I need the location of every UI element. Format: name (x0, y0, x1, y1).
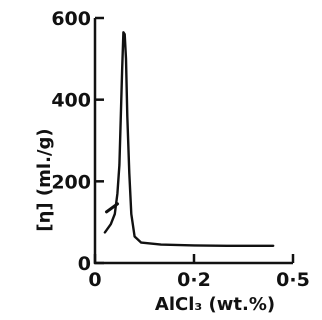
series-layer (103, 31, 275, 247)
y-axis-label: [η] (ml./g) (34, 128, 55, 231)
axes: 0 200 400 600 0 0·2 0·5 (51, 8, 310, 291)
y-tick-label-0: 0 (78, 253, 91, 275)
y-tick-label-1: 200 (51, 171, 91, 193)
x-axis-label: AlCl₃ (wt.%) (155, 294, 275, 315)
y-tick-label-2: 400 (51, 90, 91, 112)
x-tick-label-2: 0·5 (276, 269, 310, 291)
series-line-0 (103, 31, 275, 247)
annotation-layer (105, 202, 119, 214)
x-tick-label-1: 0·2 (177, 269, 211, 291)
annotation-mark-0 (105, 202, 119, 214)
y-tick-label-3: 600 (51, 8, 91, 30)
x-tick-label-0: 0 (88, 269, 101, 291)
